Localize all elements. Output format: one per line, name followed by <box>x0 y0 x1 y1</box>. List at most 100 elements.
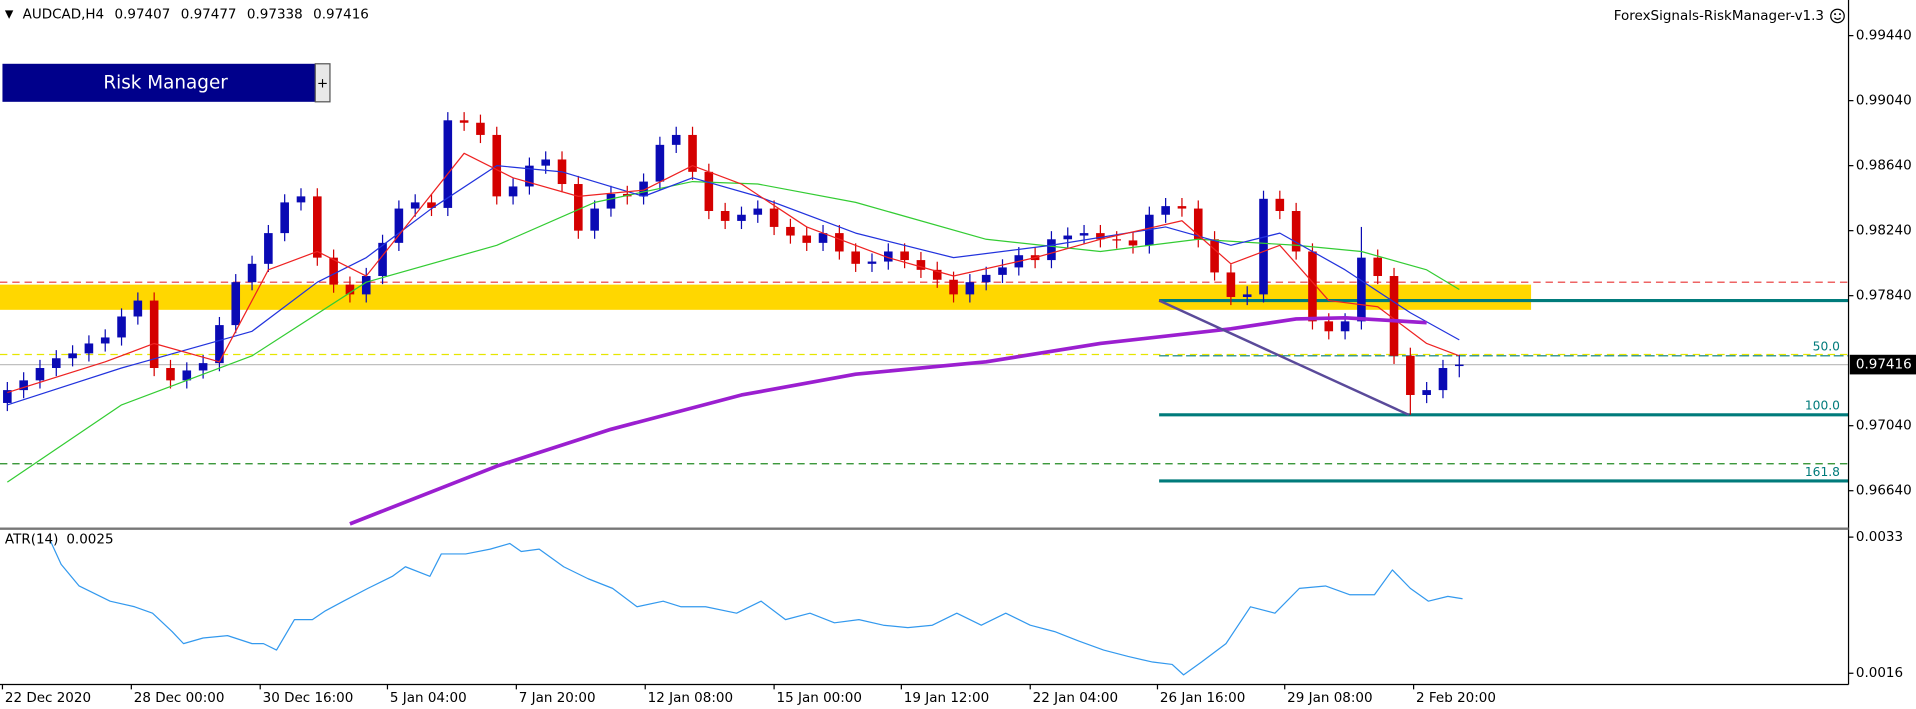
candle-body <box>574 184 583 231</box>
y-tick-label: 0.98240 <box>1856 223 1912 239</box>
main-plot: 50.0 100.0 161.8 <box>0 112 1849 526</box>
candle-body <box>361 276 371 295</box>
atr-value: 0.0025 <box>66 532 113 548</box>
candle-body <box>720 211 730 221</box>
candle-body <box>378 242 387 277</box>
fibo-label: 161.8 <box>1805 465 1840 479</box>
candle-body <box>508 186 518 197</box>
y-tick-label: 0.97040 <box>1856 418 1912 434</box>
candle-body <box>68 353 77 359</box>
x-tick-label: 26 Jan 16:00 <box>1160 690 1245 706</box>
candle-body <box>264 233 273 264</box>
toggle-body[interactable] <box>314 63 331 103</box>
candle-body <box>296 196 306 203</box>
candle-body <box>19 380 28 391</box>
support-zone <box>0 284 1532 310</box>
risk-manager-button[interactable]: Risk Manager <box>2 63 316 102</box>
candle-body <box>345 284 355 295</box>
candle-body <box>182 370 192 381</box>
chart-header: ▼ AUDCAD,H4 0.97407 0.97477 0.97338 0.97… <box>5 7 369 23</box>
candle-body <box>932 269 942 280</box>
candle-body <box>1438 368 1448 391</box>
y-tick-label: 0.97840 <box>1856 288 1912 304</box>
y-tick-label: 0.98640 <box>1856 158 1912 174</box>
candle-body <box>247 263 257 283</box>
x-tick-label: 30 Dec 16:00 <box>263 690 354 706</box>
x-tick-label: 5 Jan 04:00 <box>390 690 467 706</box>
candle-body <box>1177 206 1187 209</box>
candle-body <box>916 260 926 270</box>
candle-body <box>198 363 208 371</box>
candle-body <box>1242 294 1252 297</box>
candle-body <box>1291 211 1301 252</box>
candle-body <box>280 202 289 234</box>
candle-body <box>802 235 812 243</box>
button-body[interactable] <box>2 63 316 102</box>
candle-body <box>851 251 860 264</box>
x-tick-label: 29 Jan 08:00 <box>1287 690 1372 706</box>
candle-body <box>443 120 453 208</box>
candle-body <box>476 122 485 135</box>
candle-body <box>410 202 420 209</box>
x-tick-label: 7 Jan 20:00 <box>519 690 596 706</box>
candle-body <box>1357 257 1366 322</box>
candle-body <box>329 257 338 285</box>
close-price: 0.97416 <box>313 7 369 23</box>
candle-body <box>541 159 550 166</box>
current-price-box <box>1849 354 1916 375</box>
candle-body <box>51 358 61 369</box>
smiley <box>1830 8 1845 24</box>
toggle-button[interactable]: + <box>314 63 331 103</box>
indicator-name: ForexSignals-RiskManager-v1.3 <box>1614 8 1824 24</box>
candle-body <box>590 208 599 231</box>
x-tick-label: 19 Jan 12:00 <box>904 690 989 706</box>
x-tick-label: 28 Dec 00:00 <box>134 690 225 706</box>
candle-body <box>1226 272 1236 297</box>
candle-body <box>1161 206 1170 215</box>
candle-body <box>965 282 975 295</box>
button-label[interactable]: Risk Manager <box>103 72 228 93</box>
moving-average <box>6 180 1460 483</box>
candle-body <box>1389 276 1399 356</box>
candle-body <box>769 208 779 227</box>
candle-body <box>688 134 697 172</box>
x-tick-label: 2 Feb 20:00 <box>1416 690 1496 706</box>
x-tick-label: 15 Jan 00:00 <box>777 690 862 706</box>
candle-body <box>1096 233 1105 240</box>
candle-body <box>786 226 795 236</box>
candle-body <box>1259 198 1268 295</box>
fibo-label: 50.0 <box>1813 340 1840 354</box>
candle-body <box>884 251 893 262</box>
candle-body <box>1079 233 1089 236</box>
y-tick-label: 0.96640 <box>1856 483 1912 499</box>
candle-body <box>1324 321 1334 332</box>
symbol: AUDCAD,H4 <box>23 7 105 23</box>
low-price: 0.97338 <box>247 7 303 23</box>
atr-name: ATR(14) <box>5 532 58 548</box>
y-tick-label: 0.0016 <box>1856 665 1903 681</box>
x-tick-label: 22 Jan 04:00 <box>1033 690 1118 706</box>
candle-body <box>835 233 844 252</box>
candle-body <box>1047 239 1056 261</box>
candle-body <box>313 196 322 258</box>
candle-body <box>655 144 665 182</box>
candle-body <box>900 251 909 261</box>
candle-body <box>606 193 616 209</box>
candle-body <box>671 134 681 145</box>
candle-body <box>818 233 828 243</box>
toggle-label[interactable]: + <box>317 75 328 91</box>
candle-body <box>215 325 224 364</box>
fibo-label: 100.0 <box>1805 399 1840 413</box>
atr-plot <box>49 539 1463 676</box>
candle-body <box>525 165 534 187</box>
candle-body <box>35 368 45 381</box>
candle-body <box>639 181 648 197</box>
candle-body <box>704 171 714 212</box>
candle-body <box>394 208 404 243</box>
x-tick-label: 12 Jan 08:00 <box>648 690 733 706</box>
candle-body <box>1340 321 1350 332</box>
candle-body <box>459 120 469 123</box>
candle-body <box>867 261 877 264</box>
